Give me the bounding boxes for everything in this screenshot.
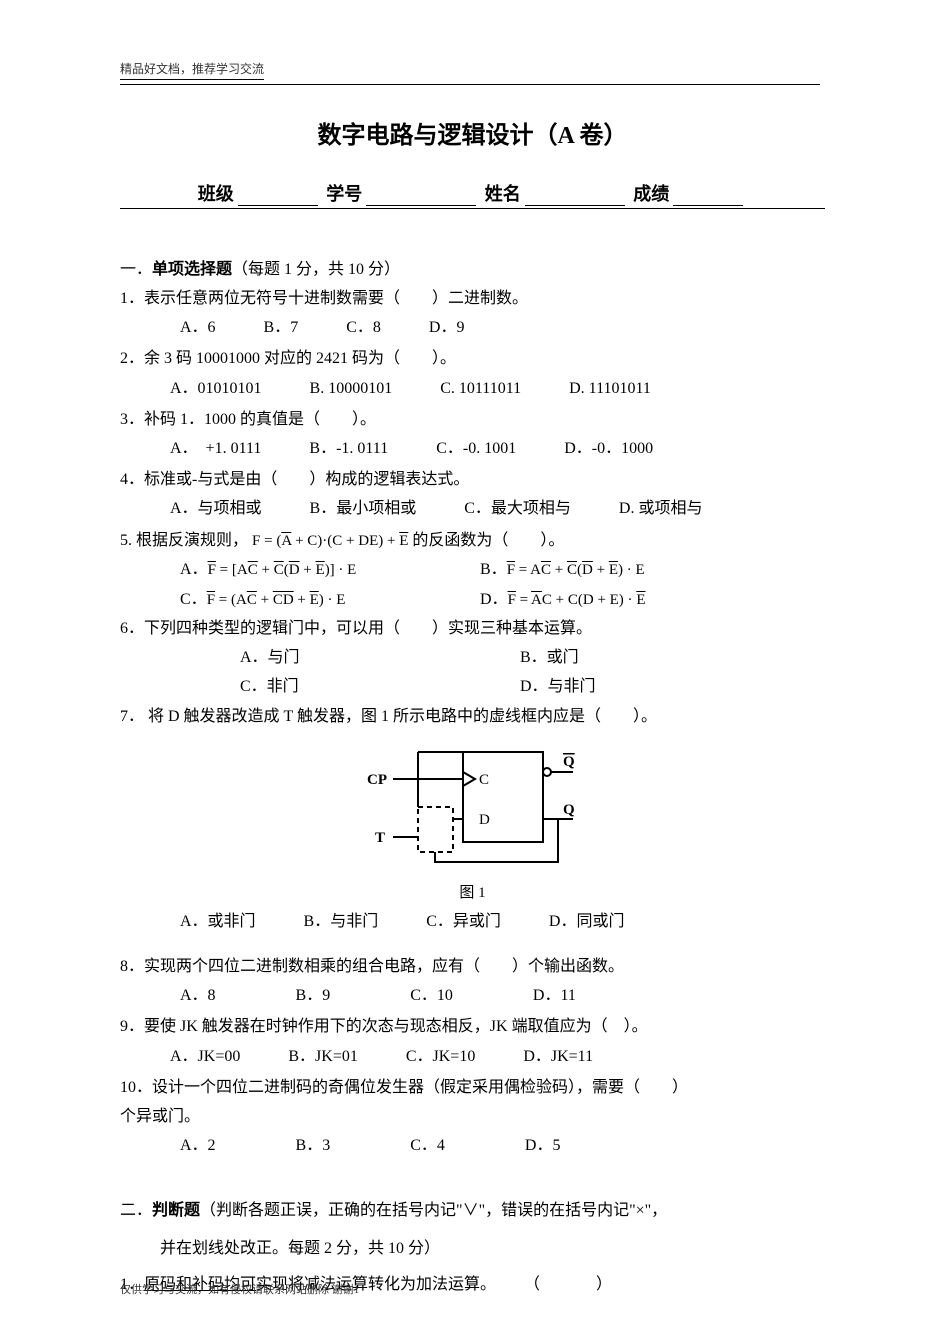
q6-optD: D．与非门 [520, 673, 820, 700]
q5-optB-pre: B． [480, 561, 507, 578]
section2-rest2: 并在划线处改正。每题 2 分，共 10 分） [120, 1233, 825, 1265]
q5-optB: B．F = AC + C(D + E) · E [480, 556, 780, 584]
q5-row1: A．F = [AC + C(D + E)] · E B．F = AC + C(D… [120, 556, 825, 584]
feedback-wire [435, 819, 558, 862]
q5-optD-pre: D． [480, 591, 508, 608]
page-title: 数字电路与逻辑设计（A 卷） [120, 115, 825, 150]
q5-text-a: 5. 根据反演规则， [120, 532, 248, 549]
q10-opts: A．2 B．3 C．4 D．5 [120, 1132, 825, 1159]
spacer [120, 939, 825, 953]
name-slot [525, 186, 625, 206]
section2-prefix: 二． [120, 1202, 152, 1219]
name-label: 姓名 [485, 184, 521, 204]
q7-diagram: C D CP T Q Q [120, 742, 825, 877]
info-line: 班级 学号 姓名 成绩 [120, 180, 825, 209]
q6-optC: C．非门 [240, 673, 520, 700]
qbar-bubble-icon [543, 768, 551, 776]
t-label: T [375, 830, 385, 846]
dashed-box [418, 807, 453, 852]
q2-opts: A．01010101 B. 10000101 C. 10111011 D. 11… [120, 375, 825, 402]
q9-opts: A．JK=00 B．JK=01 C．JK=10 D．JK=11 [120, 1043, 825, 1070]
q5-row2: C．F = (AC + CD + E) · E D．F = AC + C(D +… [120, 586, 825, 614]
q5-optC-pre: C． [180, 591, 207, 608]
id-slot [366, 186, 476, 206]
q10-text2: 个异或门。 [120, 1103, 825, 1130]
q9-text: 9．要使 JK 触发器在时钟作用下的次态与现态相反，JK 端取值应为（ ）。 [120, 1013, 825, 1040]
score-label: 成绩 [633, 184, 669, 204]
q5-optA-pre: A． [180, 561, 208, 578]
section2-rest1: （判断各题正误，正确的在括号内记"∨"，错误的在括号内记"×"， [200, 1202, 667, 1219]
q-label: Q [563, 802, 575, 818]
footer-note: 仅供学习与交流，如有侵权请联系网站删除 谢谢1 [120, 1281, 359, 1297]
q5-stem: F = (A + C)·(C + DE) + E [252, 533, 408, 549]
header-note: 精品好文档，推荐学习交流 [120, 60, 264, 80]
q1-text: 1．表示任意两位无符号十进制数需要（ ）二进制数。 [120, 285, 825, 312]
q10-text1: 10．设计一个四位二进制码的奇偶位发生器（假定采用偶检验码），需要（ ） [120, 1074, 825, 1101]
tf1-paren: （ ） [524, 1269, 614, 1301]
q3-opts: A． +1. 0111 B．-1. 0111 C．-0. 1001 D．-0．1… [120, 435, 825, 462]
flipflop-diagram-svg: C D CP T Q Q [363, 742, 583, 872]
section1-prefix: 一． [120, 261, 152, 278]
d-label: D [479, 812, 490, 828]
section1-heading: 一．单项选择题（每题 1 分，共 10 分） [120, 255, 825, 279]
q5-optD: D．F = AC + C(D + E) · E [480, 586, 780, 614]
class-label: 班级 [198, 184, 234, 204]
q4-opts: A．与项相或 B．最小项相或 C．最大项相与 D. 或项相与 [120, 495, 825, 522]
q6-optB: B．或门 [520, 644, 820, 671]
q7-opts: A．或非门 B．与非门 C．异或门 D．同或门 [120, 908, 825, 935]
section2-heading: 二．判断题（判断各题正误，正确的在括号内记"∨"，错误的在括号内记"×"， [120, 1195, 825, 1227]
class-slot [238, 186, 318, 206]
q8-opts: A．8 B．9 C．10 D．11 [120, 982, 825, 1009]
section1-bold: 单项选择题 [152, 261, 232, 278]
section2-bold: 判断题 [152, 1202, 200, 1219]
q6-optA: A．与门 [240, 644, 520, 671]
q5-text-b: 的反函数为（ ）。 [412, 532, 564, 549]
q7-caption: 图 1 [120, 881, 825, 902]
q1-opts: A．6 B．7 C．8 D．9 [120, 314, 825, 341]
clock-triangle-icon [463, 772, 475, 786]
q8-text: 8．实现两个四位二进制数相乘的组合电路，应有（ ）个输出函数。 [120, 953, 825, 980]
q5-optA: A．F = [AC + C(D + E)] · E [180, 556, 480, 584]
c-label: C [479, 772, 489, 788]
q6-row1: A．与门 B．或门 [120, 644, 825, 671]
q6-text: 6．下列四种类型的逻辑门中，可以用（ ）实现三种基本运算。 [120, 615, 825, 642]
q5-optC: C．F = (AC + CD + E) · E [180, 586, 480, 614]
q5-text: 5. 根据反演规则， F = (A + C)·(C + DE) + E 的反函数… [120, 527, 825, 555]
spacer2 [120, 1163, 825, 1191]
q2-text: 2．余 3 码 10001000 对应的 2421 码为（ ）。 [120, 345, 825, 372]
q6-row2: C．非门 D．与非门 [120, 673, 825, 700]
ff-box [463, 752, 543, 842]
cp-label: CP [367, 772, 387, 788]
section1-rest: （每题 1 分，共 10 分） [232, 261, 400, 278]
q4-text: 4．标准或-与式是由（ ）构成的逻辑表达式。 [120, 466, 825, 493]
q3-text: 3．补码 1．1000 的真值是（ ）。 [120, 406, 825, 433]
qbar-label: Q [563, 754, 575, 770]
id-label: 学号 [326, 184, 362, 204]
header-rule [120, 84, 820, 85]
q7-text: 7． 将 D 触发器改造成 T 触发器，图 1 所示电路中的虚线框内应是（ ）。 [120, 703, 825, 730]
score-slot [673, 186, 743, 206]
